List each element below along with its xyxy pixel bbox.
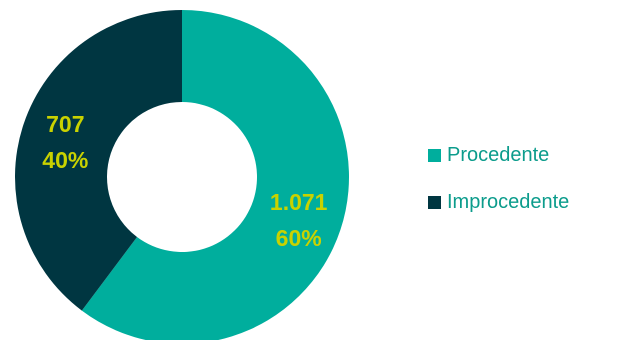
data-label-value-procedente: 1.071	[270, 189, 328, 215]
donut-slice-procedente[interactable]	[81, 10, 349, 340]
legend-item-improcedente[interactable]: Improcedente	[428, 190, 569, 214]
legend-swatch-procedente	[428, 148, 441, 162]
data-label-value-improcedente: 707	[46, 111, 84, 137]
chart-legend: Procedente Improcedente	[428, 143, 569, 237]
legend-label-procedente: Procedente	[447, 143, 550, 166]
data-label-percent-improcedente: 40%	[42, 147, 88, 173]
donut-slices	[15, 10, 349, 340]
legend-label-improcedente: Improcedente	[447, 190, 570, 213]
data-label-percent-procedente: 60%	[276, 225, 322, 251]
legend-swatch-improcedente	[428, 195, 441, 209]
donut-slice-improcedente[interactable]	[15, 10, 183, 311]
legend-item-procedente[interactable]: Procedente	[428, 143, 569, 167]
donut-labels: 1.071 60% 707 40%	[42, 111, 327, 251]
